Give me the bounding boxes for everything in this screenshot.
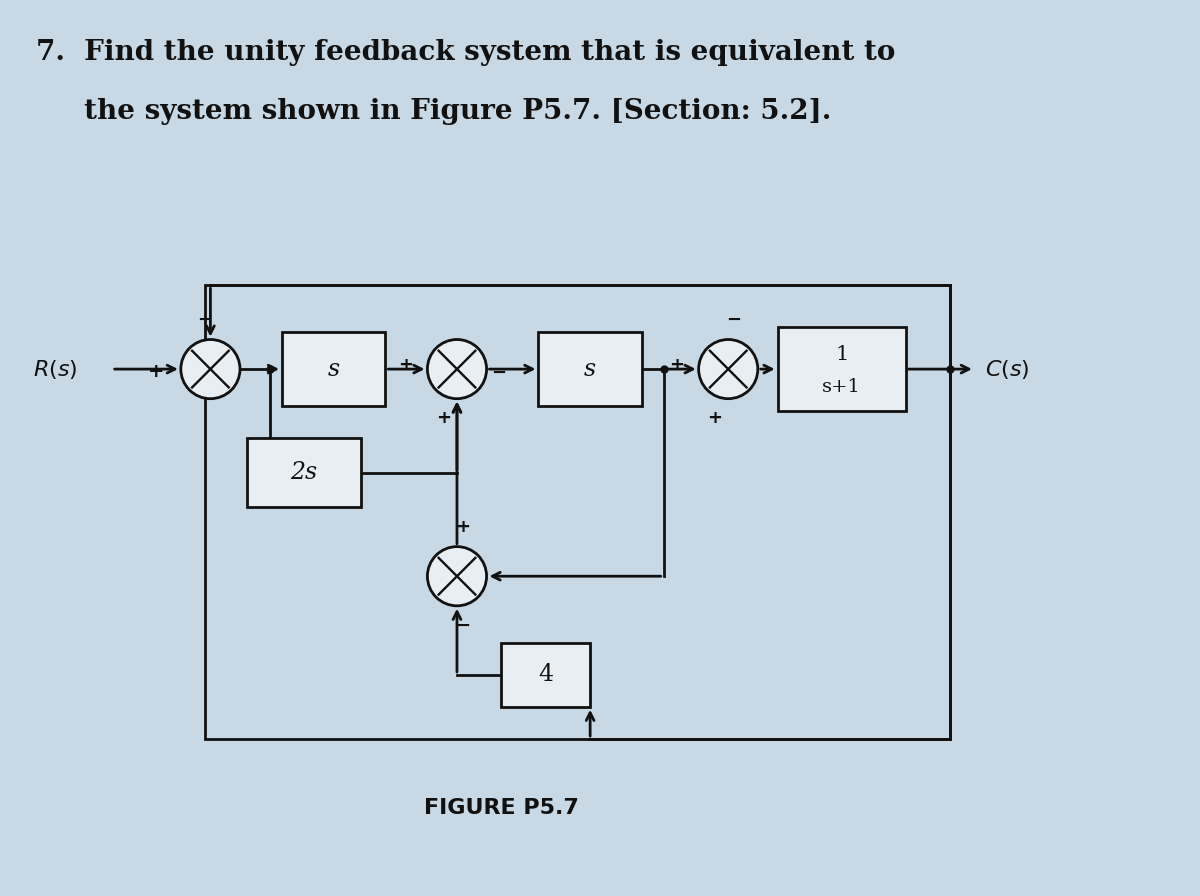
Circle shape <box>181 340 240 399</box>
Circle shape <box>427 340 486 399</box>
Text: 2s: 2s <box>290 461 318 484</box>
Circle shape <box>427 547 486 606</box>
Text: 4: 4 <box>538 663 553 686</box>
Bar <box>502 642 590 707</box>
Text: +: + <box>670 356 684 375</box>
Text: 7.  Find the unity feedback system that is equivalent to: 7. Find the unity feedback system that i… <box>36 39 895 65</box>
Text: +: + <box>456 518 470 536</box>
Text: −: − <box>197 311 212 329</box>
Text: s+1: s+1 <box>822 378 862 396</box>
Text: −: − <box>491 364 506 382</box>
Text: s: s <box>584 358 596 381</box>
Bar <box>247 438 361 507</box>
Text: $C(s)$: $C(s)$ <box>985 358 1030 381</box>
Bar <box>539 332 642 406</box>
Text: s: s <box>328 358 340 381</box>
Text: the system shown in Figure P5.7. [Section: 5.2].: the system shown in Figure P5.7. [Sectio… <box>36 98 832 125</box>
Text: +: + <box>398 356 413 375</box>
Bar <box>205 285 950 739</box>
Bar <box>778 327 906 411</box>
Text: +: + <box>436 409 451 427</box>
Text: 1: 1 <box>835 345 848 364</box>
Text: +: + <box>707 409 722 427</box>
Text: $R(s)$: $R(s)$ <box>32 358 77 381</box>
Text: FIGURE P5.7: FIGURE P5.7 <box>424 798 578 818</box>
Circle shape <box>698 340 758 399</box>
Text: −: − <box>726 311 742 329</box>
Bar <box>282 332 385 406</box>
Text: +: + <box>148 362 164 381</box>
Text: −: − <box>455 616 470 634</box>
